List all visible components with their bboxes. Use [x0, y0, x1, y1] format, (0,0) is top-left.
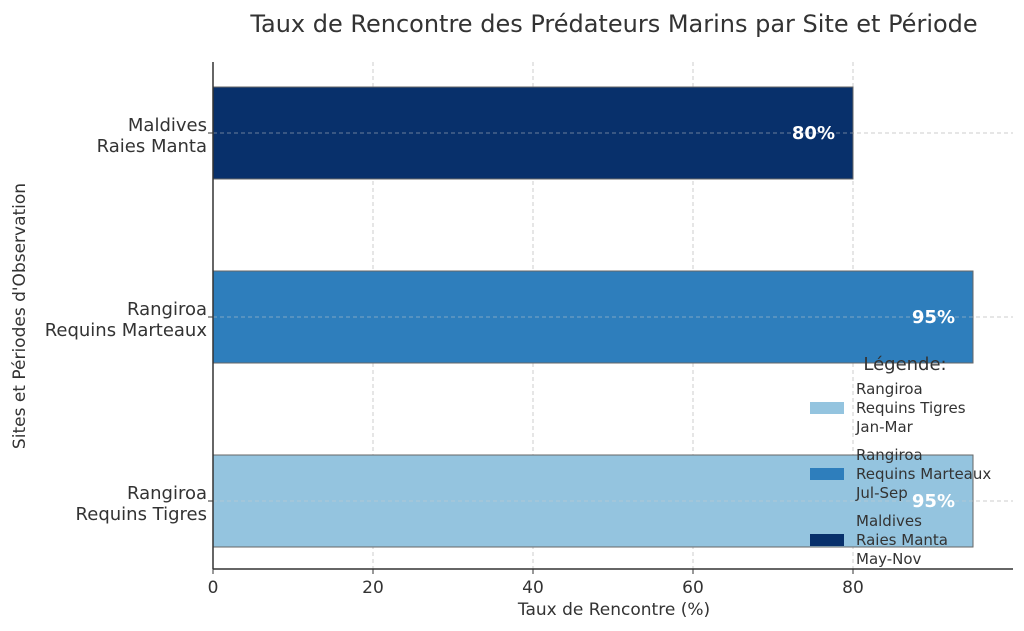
- category-label: Maldives Raies Manta: [97, 115, 207, 157]
- legend-entry-line: May-Nov: [856, 550, 922, 568]
- axes: [208, 62, 1013, 570]
- x-tick-label: 40: [522, 578, 544, 598]
- legend-entry-line: Jul-Sep: [855, 484, 908, 502]
- x-tick-label: 0: [208, 578, 219, 598]
- legend-entry-line: Maldives: [856, 512, 922, 530]
- legend-title: Légende:: [863, 354, 946, 375]
- category-label-line: Raies Manta: [97, 136, 207, 157]
- legend-entry-line: Jan-Mar: [855, 418, 914, 436]
- legend-entry-label: Rangiroa Requins Marteaux Jul-Sep: [855, 446, 991, 502]
- category-label-line: Rangiroa: [127, 483, 207, 504]
- legend-entry-line: Requins Tigres: [856, 399, 966, 417]
- legend-entry-line: Rangiroa: [856, 446, 923, 464]
- legend-entry-line: Raies Manta: [856, 531, 948, 549]
- legend-swatch: [810, 402, 844, 414]
- category-label: Rangiroa Requins Tigres: [76, 483, 207, 525]
- bar-data-label: 95%: [912, 491, 955, 512]
- legend-entry-label: Rangiroa Requins Tigres Jan-Mar: [855, 380, 966, 436]
- legend: Légende:Rangiroa Requins Tigres Jan-MarRan…: [810, 354, 991, 568]
- x-ticks: 0 20 40 60 80: [208, 569, 864, 598]
- legend-entry-line: Rangiroa: [856, 380, 923, 398]
- chart-title: Taux de Rencontre des Prédateurs Marins …: [249, 10, 977, 38]
- y-axis-label: Sites et Périodes d'Observation: [10, 183, 30, 449]
- bar-data-label: 95%: [912, 307, 955, 328]
- category-label-line: Rangiroa: [127, 299, 207, 320]
- category-label-line: Requins Marteaux: [45, 320, 208, 341]
- x-tick-label: 60: [682, 578, 704, 598]
- legend-entry-line: Requins Marteaux: [856, 465, 991, 483]
- legend-swatch: [810, 468, 844, 480]
- x-axis-label: Taux de Rencontre (%): [517, 600, 710, 620]
- bar: [212, 86, 854, 180]
- bars: 95% 95% 80%: [212, 86, 974, 548]
- category-label-line: Requins Tigres: [76, 504, 207, 525]
- x-tick-label: 20: [362, 578, 384, 598]
- x-tick-label: 80: [842, 578, 864, 598]
- legend-entry-label: Maldives Raies Manta May-Nov: [856, 512, 948, 568]
- legend-swatch: [810, 534, 844, 546]
- bar-data-label: 80%: [792, 123, 835, 144]
- category-label-line: Maldives: [128, 115, 207, 136]
- category-label: Rangiroa Requins Marteaux: [45, 299, 208, 341]
